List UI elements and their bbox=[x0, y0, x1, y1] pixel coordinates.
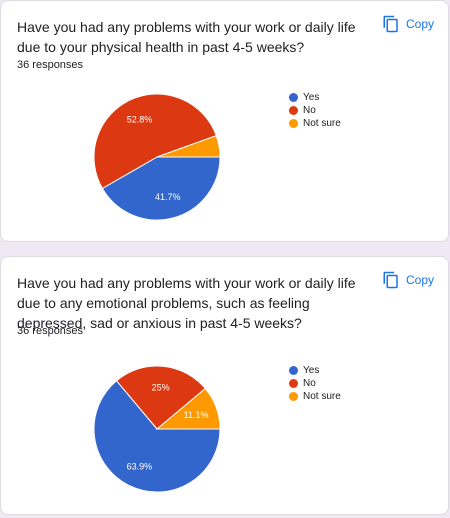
pie-slice-no bbox=[115, 365, 206, 430]
question-title: Have you had any problems with your work… bbox=[17, 275, 356, 331]
legend-item: No bbox=[289, 377, 341, 390]
legend-label: Not sure bbox=[303, 118, 341, 129]
pie-slice-label: 25% bbox=[152, 383, 170, 393]
legend-item: No bbox=[289, 104, 341, 117]
chart-legend: Yes No Not sure bbox=[289, 364, 341, 403]
pie-chart-2: 63.9% 25% 11.1% Yes No Not sure bbox=[1, 345, 450, 510]
response-count: 36 responses bbox=[17, 325, 84, 337]
pie-slice-no bbox=[93, 93, 217, 190]
legend-item: Yes bbox=[289, 364, 341, 377]
pie-slice-label: 52.8% bbox=[127, 114, 153, 124]
legend-color-dot bbox=[289, 379, 298, 388]
legend-label: Yes bbox=[303, 365, 320, 376]
copy-label: Copy bbox=[405, 273, 434, 287]
legend-label: Not sure bbox=[303, 391, 341, 402]
question-card-2: Have you had any problems with your work… bbox=[0, 256, 449, 515]
question-title: Have you had any problems with your work… bbox=[17, 19, 356, 55]
legend-label: No bbox=[303, 105, 316, 116]
legend-item: Yes bbox=[289, 91, 341, 104]
question-card-1: Have you had any problems with your work… bbox=[0, 0, 449, 242]
legend-color-dot bbox=[289, 106, 298, 115]
legend-label: No bbox=[303, 378, 316, 389]
copy-label: Copy bbox=[405, 17, 434, 31]
pie-slice-yes bbox=[101, 156, 221, 221]
legend-color-dot bbox=[289, 392, 298, 401]
copy-icon bbox=[382, 15, 400, 33]
pie-slice-not-sure bbox=[156, 135, 221, 158]
legend-label: Yes bbox=[303, 92, 320, 103]
pie-slice-not-sure bbox=[155, 387, 221, 430]
pie-chart-svg: 63.9% 25% 11.1% bbox=[93, 365, 221, 493]
copy-button[interactable]: Copy bbox=[382, 271, 434, 289]
legend-item: Not sure bbox=[289, 117, 341, 130]
pie-slice-label: 11.1% bbox=[184, 410, 209, 420]
copy-button[interactable]: Copy bbox=[382, 15, 434, 33]
pie-slice-label: 41.7% bbox=[155, 192, 181, 202]
copy-icon bbox=[382, 271, 400, 289]
pie-chart-1: 41.7% 52.8% Yes No Not sure bbox=[1, 79, 450, 239]
pie-chart-svg: 41.7% 52.8% bbox=[93, 93, 221, 221]
legend-item: Not sure bbox=[289, 390, 341, 403]
legend-color-dot bbox=[289, 93, 298, 102]
chart-legend: Yes No Not sure bbox=[289, 91, 341, 130]
pie-slice-label: 63.9% bbox=[127, 462, 153, 472]
legend-color-dot bbox=[289, 366, 298, 375]
response-count: 36 responses bbox=[17, 59, 84, 71]
legend-color-dot bbox=[289, 119, 298, 128]
pie-slice-yes bbox=[93, 380, 221, 493]
